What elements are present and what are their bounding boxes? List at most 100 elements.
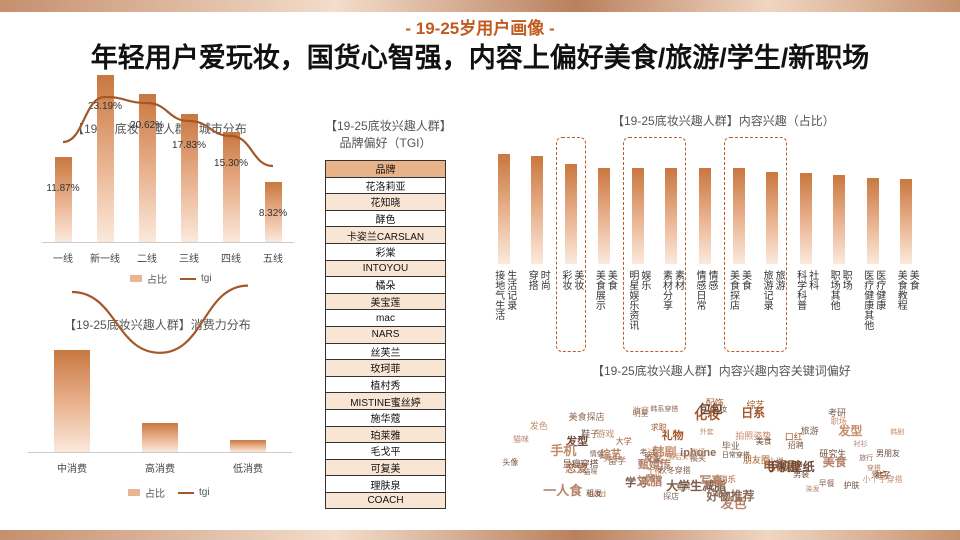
keyword: 日系 [741, 405, 766, 420]
brand-cell: 植村秀 [325, 375, 446, 394]
keyword: 情侣头像 [667, 453, 696, 461]
keyword: 情侣 [589, 451, 604, 459]
table-row: 卡姿兰CARSLAN [325, 226, 446, 244]
keyword: 衬衫 [853, 441, 868, 449]
table-row: mac [325, 309, 446, 327]
content-category-label: 美食 [605, 270, 617, 290]
bar-0-5 [264, 182, 282, 242]
content-bar-3 [598, 168, 611, 264]
content-bar-4 [631, 168, 644, 264]
table-row: NARS [325, 325, 446, 344]
brand-cell: 花洛莉亚 [325, 176, 446, 195]
data-label: 23.19% [88, 101, 122, 113]
content-category-label: 医疗健康其他 [861, 270, 873, 330]
highlight-box-1 [623, 137, 687, 352]
keyword: 研究生 [819, 449, 847, 460]
brand-table-title-line1: 【19-25底妆兴趣人群】 [325, 119, 452, 133]
bar-1-2 [230, 440, 266, 452]
content-bar-2 [564, 164, 577, 264]
content-category-label: 美食教程 [895, 270, 907, 310]
table-row: 花洛莉亚 [325, 176, 446, 195]
keyword: 手机壁纸 [766, 460, 815, 475]
keyword: 学习 [625, 476, 648, 489]
keyword: 妆容 [633, 405, 649, 415]
keyword: 粗发 [586, 489, 603, 499]
data-label: 15.30% [214, 157, 248, 169]
keyword: 早餐 [818, 479, 835, 489]
data-label: 8.32% [258, 208, 288, 220]
keyword: 男朋友 [876, 449, 901, 459]
content-category-label: 医疗健康 [873, 270, 885, 310]
keyword: 写真 [699, 473, 724, 488]
keyword: 搞笑 [690, 454, 707, 463]
keyword-cloud: 手机 景点 探店 综艺 发型 韩剧 招聘 求职 留学 染发 裤子 美甲 美妆 面试 明星 恋爱 显瘦穿搭 外套 考研… [480, 384, 940, 514]
keyword: 秋冬穿搭 [658, 465, 691, 475]
brand-cell: 可复美 [325, 458, 446, 477]
keyword: 租房 [676, 483, 691, 491]
keyword: 猫咪 [583, 469, 598, 477]
keyword: 工作 [647, 468, 662, 476]
table-row: 玫珂菲 [325, 359, 446, 377]
table-row: INTOYOU [325, 259, 446, 278]
keyword: 减脂 [638, 474, 663, 489]
content-bar-10 [833, 175, 846, 264]
keyword: 韩剧 [890, 428, 905, 436]
legend-bar-swatch [128, 489, 140, 496]
keyword: 配饰 [705, 398, 724, 408]
section-subtitle: - 19-25岁用户画像 - [405, 19, 555, 38]
category-label: 二线 [137, 254, 157, 265]
brand-cell: INTOYOU [325, 259, 446, 278]
content-bar-9 [799, 172, 812, 264]
brand-cell: 施华蔻 [325, 408, 446, 427]
keyword: 韩系穿搭 [650, 406, 679, 414]
keyword: 考试 [639, 447, 656, 457]
keyword: 猫咪 [512, 434, 529, 444]
keyword: 探店 [663, 491, 680, 501]
keyword: 电视剧 [763, 458, 800, 473]
category-label: 一线 [53, 254, 73, 265]
table-row: 橘朵 [325, 276, 446, 294]
keyword: 护肤 [843, 480, 860, 490]
category-label: 新一线 [90, 254, 120, 265]
keyword: 染发 [805, 485, 820, 493]
keyword: 发色 [720, 496, 747, 511]
brand-table-header: 品牌 [325, 160, 446, 178]
top-decor-band [0, 0, 960, 12]
table-row: 酵色 [325, 209, 446, 228]
bar-0-0 [54, 156, 72, 242]
brand-cell: 理肤泉 [325, 475, 446, 493]
highlight-box-0 [556, 137, 586, 352]
spend-chart-title: 【19-25底妆兴趣人群】消费力分布 [64, 318, 251, 332]
keyword: 综艺 [599, 449, 622, 462]
keyword: 美食探店 [568, 412, 605, 423]
brand-cell: 丝芙兰 [325, 342, 446, 361]
brand-cell: COACH [325, 491, 446, 510]
keyword: 小说 [767, 457, 784, 467]
content-category-label: 美食 [739, 270, 751, 290]
keyword: 职场 [689, 447, 706, 457]
category-label: 中消费 [57, 464, 87, 475]
data-label: 20.62% [130, 119, 164, 131]
content-category-label: 素材分享 [660, 270, 672, 310]
keyword: 旅行 [859, 455, 874, 463]
legend-line-label: tgi [201, 273, 212, 284]
brand-cell: 酵色 [325, 209, 446, 228]
category-label: 低消费 [233, 464, 263, 475]
bar-0-3 [180, 113, 198, 242]
keyword: 发型 [838, 424, 863, 439]
legend-bar-swatch [130, 275, 142, 282]
brand-cell: 玫珂菲 [325, 359, 446, 377]
table-row: MISTINE蜜丝婷 [325, 392, 446, 410]
content-category-label: 美食探店 [727, 270, 739, 310]
brand-cell: 卡姿兰CARSLAN [325, 226, 446, 244]
content-category-label: 科学科普 [794, 270, 806, 310]
content-category-label: 美食展示 [593, 270, 605, 310]
table-row: 丝芙兰 [325, 342, 446, 361]
keyword: 鞋子 [581, 429, 600, 440]
table-row: 花知晓 [325, 193, 446, 211]
keyword: 头像 [502, 457, 519, 467]
keyword: 拍照姿势 [735, 431, 772, 442]
content-category-label: 接地气生活 [492, 270, 504, 320]
content-bar-8 [766, 171, 779, 264]
content-category-label: 社科 [806, 270, 818, 290]
